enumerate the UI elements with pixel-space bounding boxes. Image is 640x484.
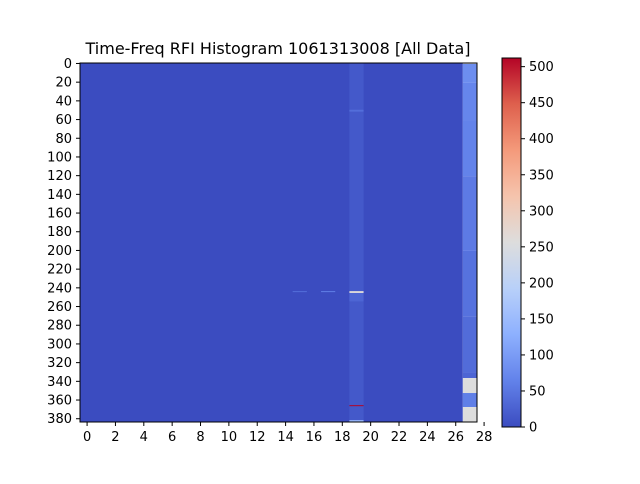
- heatmap-cell-17: [462, 393, 477, 408]
- colorbar-tick-label-100: 100: [529, 348, 554, 363]
- colorbar-tick-label-450: 450: [529, 96, 554, 111]
- x-tick-label-0: 0: [83, 430, 91, 445]
- x-tick-label-2: 2: [111, 430, 119, 445]
- heatmap-cell-7: [321, 291, 336, 293]
- y-tick-label-380: 380: [47, 412, 72, 427]
- colorbar-tick-label-200: 200: [529, 276, 554, 291]
- heatmap-cell-13: [462, 250, 477, 317]
- heatmap-cell-16: [462, 378, 477, 394]
- heatmap-cell-3: [349, 292, 364, 302]
- colorbar-tick-label-400: 400: [529, 132, 554, 147]
- colorbar-tick-label-500: 500: [529, 60, 554, 75]
- colorbar-tick-label-350: 350: [529, 168, 554, 183]
- x-tick-label-26: 26: [447, 430, 464, 445]
- x-tick-label-8: 8: [196, 430, 204, 445]
- y-axis: 0 20 40 60 80 100 120 140 160 180 200 220 240 260 280 3…: [47, 57, 80, 427]
- x-tick-label-22: 22: [391, 430, 408, 445]
- y-tick-label-100: 100: [47, 150, 72, 165]
- x-tick-label-20: 20: [362, 430, 379, 445]
- y-tick-label-140: 140: [47, 188, 72, 203]
- y-tick-label-60: 60: [55, 113, 72, 128]
- x-tick-label-10: 10: [221, 430, 238, 445]
- y-tick-label-240: 240: [47, 281, 72, 296]
- y-tick-label-160: 160: [47, 207, 72, 222]
- heatmap-background-cells: [80, 63, 463, 422]
- y-tick-label-20: 20: [55, 76, 72, 91]
- y-tick-label-360: 360: [47, 394, 72, 409]
- x-tick-label-18: 18: [334, 430, 351, 445]
- heatmap-cell-11: [462, 120, 477, 177]
- y-tick-label-200: 200: [47, 244, 72, 259]
- heatmap-cell-5: [349, 420, 364, 422]
- y-tick-label-300: 300: [47, 337, 72, 352]
- colorbar: [501, 57, 522, 428]
- colorbar-tick-label-250: 250: [529, 240, 554, 255]
- y-tick-label-40: 40: [55, 94, 72, 109]
- y-tick-label-80: 80: [55, 132, 72, 147]
- heatmap-cell-14: [462, 316, 477, 373]
- colorbar-axis: 0 50 100 150 200 250 300 350 400 450 500: [521, 60, 554, 436]
- heatmap-cells: [80, 63, 477, 422]
- colorbar-tick-label-300: 300: [529, 204, 554, 219]
- x-tick-label-14: 14: [277, 430, 294, 445]
- heatmap-cell-4: [349, 405, 364, 407]
- heatmap-cell-9: [462, 63, 477, 83]
- heatmap-cell-2: [349, 291, 364, 293]
- colorbar-tick-label-50: 50: [529, 384, 546, 399]
- y-tick-label-120: 120: [47, 169, 72, 184]
- chart-title: Time-Freq RFI Histogram 1061313008 [All …: [85, 39, 471, 58]
- y-tick-label-180: 180: [47, 225, 72, 240]
- y-tick-label-280: 280: [47, 319, 72, 334]
- x-tick-label-6: 6: [168, 430, 176, 445]
- x-tick-label-24: 24: [419, 430, 436, 445]
- y-tick-label-260: 260: [47, 300, 72, 315]
- colorbar-tick-label-0: 0: [529, 421, 537, 436]
- y-tick-label-220: 220: [47, 263, 72, 278]
- heatmap-cell-18: [462, 407, 477, 422]
- heatmap-cell-0: [349, 63, 364, 422]
- x-tick-label-12: 12: [249, 430, 266, 445]
- x-tick-label-4: 4: [140, 430, 148, 445]
- y-tick-label-320: 320: [47, 356, 72, 371]
- y-tick-label-0: 0: [64, 57, 72, 72]
- heatmap-cell-10: [462, 82, 477, 121]
- x-axis: 0 2 4 6 8 10 12 14 16 18 20 22 24 26 28: [83, 422, 492, 445]
- x-tick-label-16: 16: [306, 430, 323, 445]
- colorbar-tick-label-150: 150: [529, 312, 554, 327]
- x-tick-label-28: 28: [476, 430, 493, 445]
- plot-frame: [79, 62, 478, 423]
- heatmap-cell-1: [349, 109, 364, 112]
- y-tick-label-340: 340: [47, 375, 72, 390]
- heatmap-cell-12: [462, 176, 477, 251]
- heatmap-cell-6: [292, 291, 307, 293]
- heatmap-cell-15: [462, 372, 477, 379]
